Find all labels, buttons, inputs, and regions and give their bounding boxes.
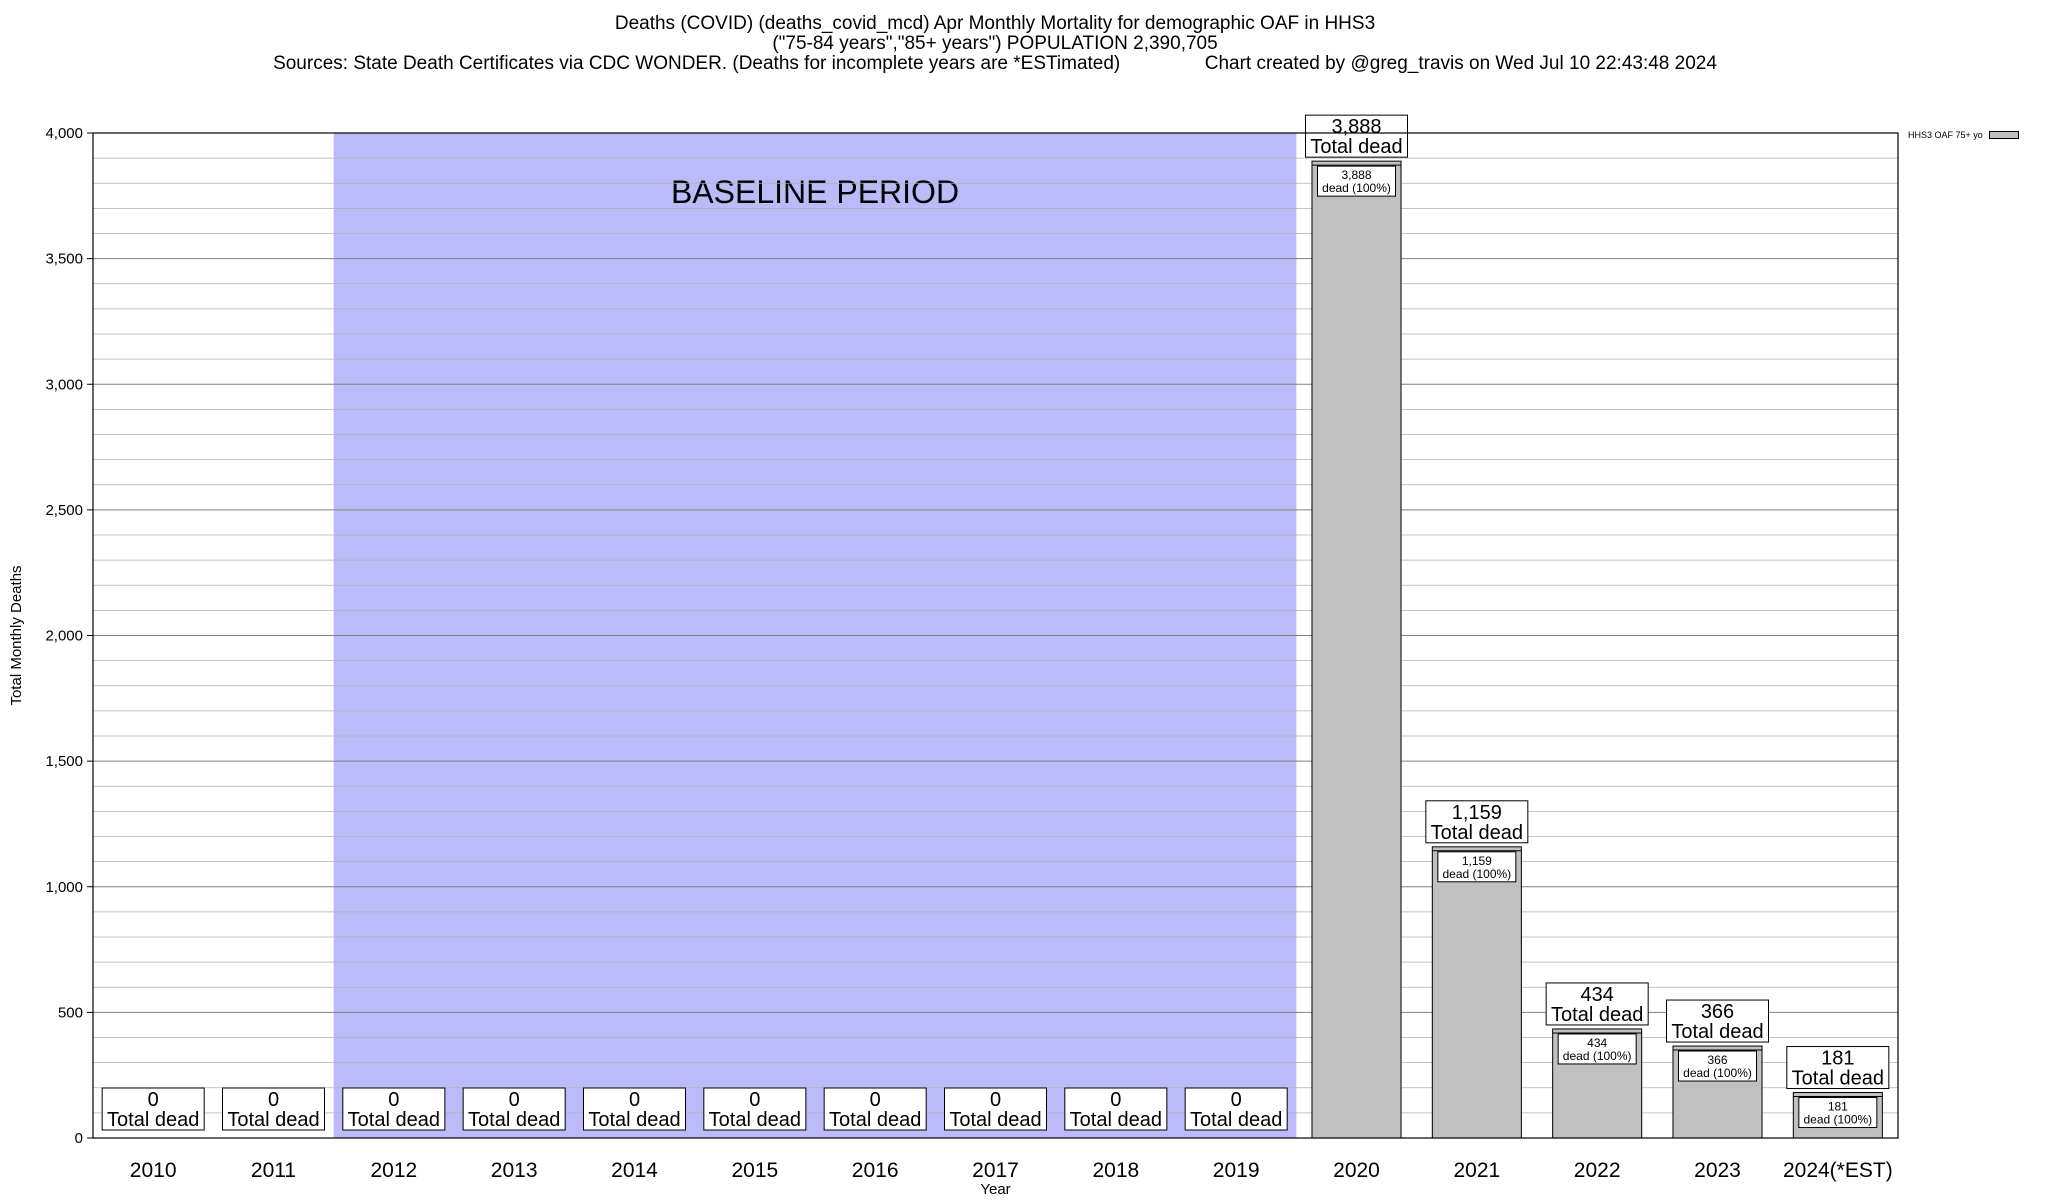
x-tick-label: 2018 [1092,1159,1139,1182]
inner-value-label: 1,159 [1462,854,1492,868]
x-tick-label: 2022 [1574,1159,1621,1182]
x-tick-label: 2023 [1694,1159,1741,1182]
total-value-label: 0 [268,1089,279,1111]
inner-value-label: 3,888 [1341,168,1371,182]
x-tick-label: 2017 [972,1159,1019,1182]
bar [1431,846,1522,1139]
total-label-box [703,1087,807,1131]
inner-percent-label: dead (100%) [1322,181,1391,195]
inner-percent-label: dead (100%) [1442,867,1511,881]
bar [1311,160,1402,1139]
total-label-box [342,1087,446,1131]
total-dead-label: Total dead [468,1109,560,1131]
total-dead-label: Total dead [1792,1068,1884,1090]
y-tick-label: 1,000 [45,879,83,896]
total-dead-label: Total dead [107,1109,199,1131]
x-tick-label: 2011 [251,1159,296,1182]
y-tick-label: 2,500 [45,502,83,519]
y-axis-label: Total Monthly Deaths [8,565,25,705]
total-dead-label: Total dead [1431,822,1523,844]
inner-value-label: 434 [1587,1036,1607,1050]
inner-label-box [1557,1033,1637,1065]
total-label-box [1064,1087,1168,1131]
total-value-label: 434 [1580,984,1613,1006]
total-dead-label: Total dead [348,1109,440,1131]
title-line-3: Sources: State Death Certificates via CD… [273,53,1717,74]
y-tick-label: 3,000 [45,376,83,393]
legend-label: HHS3 OAF 75+ yo [1908,130,1983,140]
inner-percent-label: dead (100%) [1683,1066,1752,1080]
total-dead-label: Total dead [1190,1109,1282,1131]
x-tick-label: 2010 [130,1159,177,1182]
y-tick-label: 500 [58,1004,83,1021]
total-value-label: 0 [1110,1089,1121,1111]
total-label-box [101,1087,205,1131]
y-tick-label: 4,000 [45,125,83,142]
inner-label-box [1437,851,1517,883]
total-label-box [1184,1087,1288,1131]
total-value-label: 0 [388,1089,399,1111]
total-value-label: 0 [749,1089,760,1111]
inner-percent-label: dead (100%) [1563,1049,1632,1063]
total-dead-label: Total dead [949,1109,1041,1131]
inner-label-box [1317,165,1396,197]
total-dead-label: Total dead [1310,136,1402,158]
total-dead-label: Total dead [1671,1021,1763,1043]
total-label-box [1545,982,1649,1026]
total-label-box [583,1087,686,1131]
total-value-label: 0 [990,1089,1001,1111]
total-label-box [222,1087,325,1131]
total-value-label: 0 [1231,1089,1242,1111]
total-label-box [462,1087,566,1131]
plot-frame [92,132,1899,1139]
x-axis-label: Year [980,1181,1010,1198]
total-dead-label: Total dead [1551,1004,1643,1026]
total-value-label: 0 [148,1089,159,1111]
x-tick-label: 2020 [1333,1159,1380,1182]
chart-title: Deaths (COVID) (deaths_covid_mcd) Apr Mo… [0,14,1990,74]
total-value-label: 366 [1701,1001,1734,1023]
total-label-box [1786,1046,1890,1090]
x-tick-label: 2014 [611,1159,658,1182]
baseline-label: BASELINE PERIOD [671,174,959,210]
y-tick-label: 1,500 [45,753,83,770]
x-tick-label: 2024(*EST) [1783,1159,1893,1182]
x-tick-label: 2016 [852,1159,899,1182]
total-dead-label: Total dead [829,1109,921,1131]
title-line-2: ("75-84 years","85+ years") POPULATION 2… [772,33,1218,54]
total-value-label: 1,159 [1452,802,1502,824]
total-dead-label: Total dead [709,1109,801,1131]
y-tick-label: 3,500 [45,251,83,268]
y-tick-label: 2,000 [45,628,83,645]
inner-value-label: 366 [1707,1053,1727,1067]
inner-percent-label: dead (100%) [1803,1113,1872,1127]
title-line-1: Deaths (COVID) (deaths_covid_mcd) Apr Mo… [614,13,1376,34]
x-tick-label: 2021 [1453,1159,1500,1182]
total-label-box [1305,114,1408,158]
total-dead-label: Total dead [227,1109,319,1131]
total-dead-label: Total dead [588,1109,680,1131]
total-label-box [944,1087,1047,1131]
y-tick-label: 0 [75,1130,83,1147]
total-label-box [1666,999,1769,1043]
inner-label-box [1678,1050,1757,1082]
x-tick-label: 2019 [1213,1159,1260,1182]
total-value-label: 0 [870,1089,881,1111]
total-value-label: 181 [1821,1048,1854,1070]
total-dead-label: Total dead [1070,1109,1162,1131]
x-tick-label: 2012 [370,1159,417,1182]
total-value-label: 0 [509,1089,520,1111]
x-tick-label: 2013 [491,1159,538,1182]
legend-swatch [1988,131,2019,139]
inner-label-box [1798,1097,1878,1129]
x-tick-label: 2015 [731,1159,778,1182]
total-label-box [823,1087,927,1131]
inner-value-label: 181 [1828,1100,1848,1114]
legend: HHS3 OAF 75+ yo [1908,130,2019,140]
total-label-box [1425,800,1529,844]
total-value-label: 3,888 [1331,116,1381,138]
total-value-label: 0 [629,1089,640,1111]
